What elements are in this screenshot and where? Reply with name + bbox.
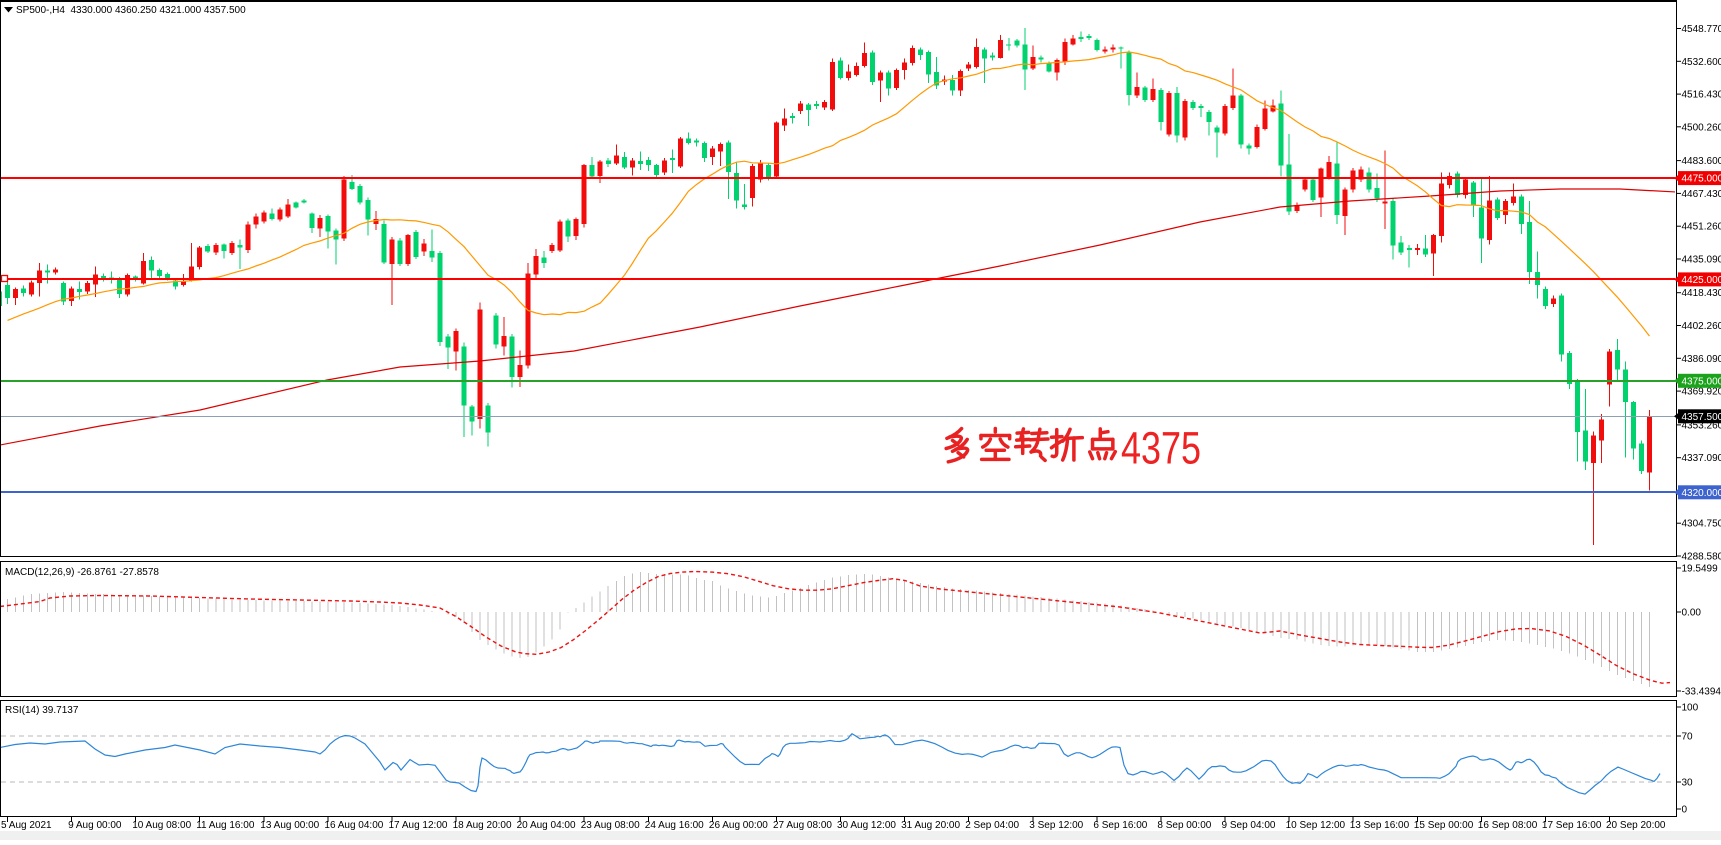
svg-text:8 Sep 00:00: 8 Sep 00:00 bbox=[1157, 820, 1211, 831]
svg-text:4375: 4375 bbox=[1121, 423, 1201, 474]
svg-text:11 Aug 16:00: 11 Aug 16:00 bbox=[196, 820, 255, 831]
svg-text:9 Aug 00:00: 9 Aug 00:00 bbox=[68, 820, 122, 831]
svg-text:16 Aug 04:00: 16 Aug 04:00 bbox=[324, 820, 383, 831]
svg-text:9 Sep 04:00: 9 Sep 04:00 bbox=[1222, 820, 1276, 831]
svg-text:4369.920: 4369.920 bbox=[1682, 387, 1721, 398]
svg-text:27 Aug 08:00: 27 Aug 08:00 bbox=[773, 820, 832, 831]
svg-text:30: 30 bbox=[1682, 778, 1694, 789]
svg-text:4402.260: 4402.260 bbox=[1682, 321, 1721, 332]
svg-text:SP500-,H4 4330.000 4360.250 4: SP500-,H4 4330.000 4360.250 4321.000 435… bbox=[16, 5, 246, 16]
svg-text:13 Sep 16:00: 13 Sep 16:00 bbox=[1350, 820, 1410, 831]
svg-text:70: 70 bbox=[1682, 732, 1694, 743]
svg-text:100: 100 bbox=[1682, 703, 1699, 714]
svg-text:0.00: 0.00 bbox=[1682, 608, 1702, 619]
svg-text:6 Sep 16:00: 6 Sep 16:00 bbox=[1093, 820, 1147, 831]
svg-text:4548.770: 4548.770 bbox=[1682, 24, 1721, 35]
svg-text:16 Sep 08:00: 16 Sep 08:00 bbox=[1478, 820, 1538, 831]
svg-text:4532.600: 4532.600 bbox=[1682, 57, 1721, 68]
svg-text:4475.000: 4475.000 bbox=[1682, 174, 1721, 185]
svg-text:17 Aug 12:00: 17 Aug 12:00 bbox=[389, 820, 448, 831]
svg-text:5 Aug 2021: 5 Aug 2021 bbox=[1, 820, 52, 831]
svg-text:4483.600: 4483.600 bbox=[1682, 156, 1721, 167]
svg-text:4516.430: 4516.430 bbox=[1682, 90, 1721, 101]
svg-text:4375.000: 4375.000 bbox=[1682, 376, 1721, 387]
svg-text:4425.000: 4425.000 bbox=[1682, 275, 1721, 286]
svg-text:20 Sep 20:00: 20 Sep 20:00 bbox=[1606, 820, 1666, 831]
svg-text:15 Sep 00:00: 15 Sep 00:00 bbox=[1414, 820, 1474, 831]
svg-text:-33.4394: -33.4394 bbox=[1682, 687, 1721, 698]
svg-text:23 Aug 08:00: 23 Aug 08:00 bbox=[581, 820, 640, 831]
svg-text:17 Sep 16:00: 17 Sep 16:00 bbox=[1542, 820, 1602, 831]
svg-text:4320.000: 4320.000 bbox=[1682, 488, 1721, 499]
svg-text:31 Aug 20:00: 31 Aug 20:00 bbox=[901, 820, 960, 831]
svg-text:18 Aug 20:00: 18 Aug 20:00 bbox=[453, 820, 512, 831]
svg-text:2 Sep 04:00: 2 Sep 04:00 bbox=[965, 820, 1019, 831]
svg-text:26 Aug 00:00: 26 Aug 00:00 bbox=[709, 820, 768, 831]
svg-text:10 Aug 08:00: 10 Aug 08:00 bbox=[132, 820, 191, 831]
svg-text:4337.090: 4337.090 bbox=[1682, 453, 1721, 464]
svg-text:10 Sep 12:00: 10 Sep 12:00 bbox=[1286, 820, 1346, 831]
svg-text:4357.500: 4357.500 bbox=[1682, 412, 1721, 423]
svg-text:4288.580: 4288.580 bbox=[1682, 552, 1721, 563]
svg-text:24 Aug 16:00: 24 Aug 16:00 bbox=[645, 820, 704, 831]
svg-text:4304.750: 4304.750 bbox=[1682, 519, 1721, 530]
svg-text:19.5499: 19.5499 bbox=[1682, 564, 1719, 575]
svg-text:MACD(12,26,9) -26.8761 -27.857: MACD(12,26,9) -26.8761 -27.8578 bbox=[5, 567, 159, 578]
svg-text:20 Aug 04:00: 20 Aug 04:00 bbox=[517, 820, 576, 831]
svg-text:3 Sep 12:00: 3 Sep 12:00 bbox=[1029, 820, 1083, 831]
svg-text:13 Aug 00:00: 13 Aug 00:00 bbox=[260, 820, 319, 831]
svg-text:4418.430: 4418.430 bbox=[1682, 288, 1721, 299]
svg-text:4451.260: 4451.260 bbox=[1682, 222, 1721, 233]
svg-text:4467.430: 4467.430 bbox=[1682, 189, 1721, 200]
svg-text:4386.090: 4386.090 bbox=[1682, 354, 1721, 365]
svg-text:0: 0 bbox=[1682, 805, 1688, 816]
svg-text:RSI(14) 39.7137: RSI(14) 39.7137 bbox=[5, 705, 79, 716]
svg-text:30 Aug 12:00: 30 Aug 12:00 bbox=[837, 820, 896, 831]
svg-text:4500.260: 4500.260 bbox=[1682, 122, 1721, 133]
svg-text:4435.090: 4435.090 bbox=[1682, 255, 1721, 266]
